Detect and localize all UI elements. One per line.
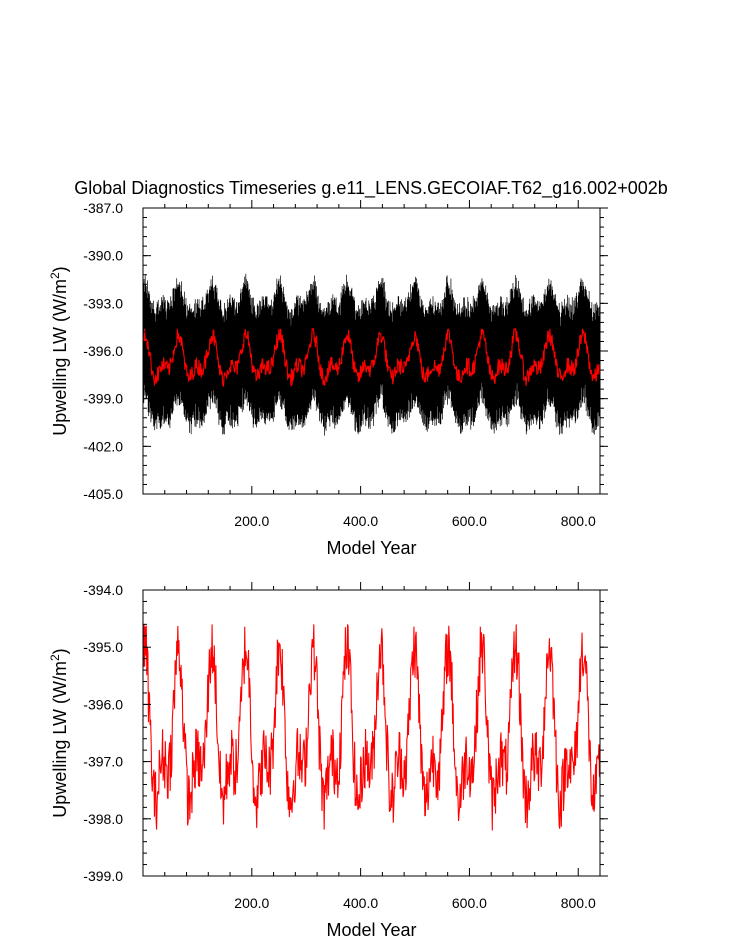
top-panel-y-tick-label: -405.0 (83, 486, 123, 502)
top-panel-y-tick-label: -393.0 (83, 295, 123, 311)
bottom-panel-x-tick-label: 400.0 (343, 895, 378, 911)
bottom-panel-y-tick-label: -395.0 (83, 639, 123, 655)
bottom-panel-y-axis-label-sup: 2 (48, 654, 62, 661)
top-panel-y-tick-label: -390.0 (83, 248, 123, 264)
top-panel-x-tick-label: 200.0 (234, 513, 269, 529)
bottom-panel-y-tick-label: -397.0 (83, 754, 123, 770)
figure-title: Global Diagnostics Timeseries g.e11_LENS… (74, 178, 668, 199)
top-panel-y-tick-label: -387.0 (83, 200, 123, 216)
bottom-panel-x-axis-label: Model Year (326, 920, 416, 940)
bottom-panel-x-tick-label: 600.0 (452, 895, 487, 911)
bottom-panel-frame (142, 589, 601, 877)
top-panel-y-axis-label: Upwelling LW (W/m2) (48, 266, 70, 435)
top-panel-y-axis-label-main: Upwelling LW (W/m (50, 279, 70, 436)
bottom-panel-y-tick-label: -399.0 (83, 868, 123, 884)
bottom-panel-y-axis-label-main: Upwelling LW (W/m (50, 661, 70, 818)
bottom-panel-y-tick-label: -396.0 (83, 696, 123, 712)
bottom-panel-y-axis-label: Upwelling LW (W/m2) (48, 648, 70, 817)
top-panel-y-tick-label: -396.0 (83, 343, 123, 359)
bottom-panel-y-axis-label-close: ) (50, 648, 70, 654)
bottom-panel-y-tick-label: -398.0 (83, 811, 123, 827)
bottom-panel-x-tick-label: 800.0 (561, 895, 596, 911)
top-panel-y-axis-label-sup: 2 (48, 272, 62, 279)
top-panel-series-annual-line (143, 328, 600, 387)
top-panel-y-tick-label: -399.0 (83, 391, 123, 407)
bottom-panel-series (143, 624, 600, 831)
top-panel-x-tick-label: 600.0 (452, 513, 487, 529)
bottom-panel-series-annual-line (143, 624, 600, 831)
top-panel-series-monthly-line (143, 273, 600, 436)
top-panel-x-tick-label: 400.0 (343, 513, 378, 529)
bottom-panel-x-tick-label: 200.0 (234, 895, 269, 911)
bottom-panel-y-tick-label: -394.0 (83, 582, 123, 598)
bottom-panel: 200.0 400.0 600.0 800.0 -394.0 -395.0 -396.0 -3… (48, 582, 608, 940)
top-panel-x-axis-label: Model Year (326, 538, 416, 558)
top-panel-x-tick-label: 800.0 (561, 513, 596, 529)
top-panel-series (143, 273, 600, 436)
top-panel-y-tick-label: -402.0 (83, 438, 123, 454)
top-panel-ticks: 200.0 400.0 600.0 800.0 -387.0 -390.0 -393.0 -3… (83, 200, 608, 529)
top-panel-y-axis-label-close: ) (50, 266, 70, 272)
bottom-panel-ticks: 200.0 400.0 600.0 800.0 -394.0 -395.0 -396.0 -3… (83, 582, 608, 911)
top-panel: 200.0 400.0 600.0 800.0 -387.0 -390.0 -393.0 -3… (48, 200, 608, 558)
